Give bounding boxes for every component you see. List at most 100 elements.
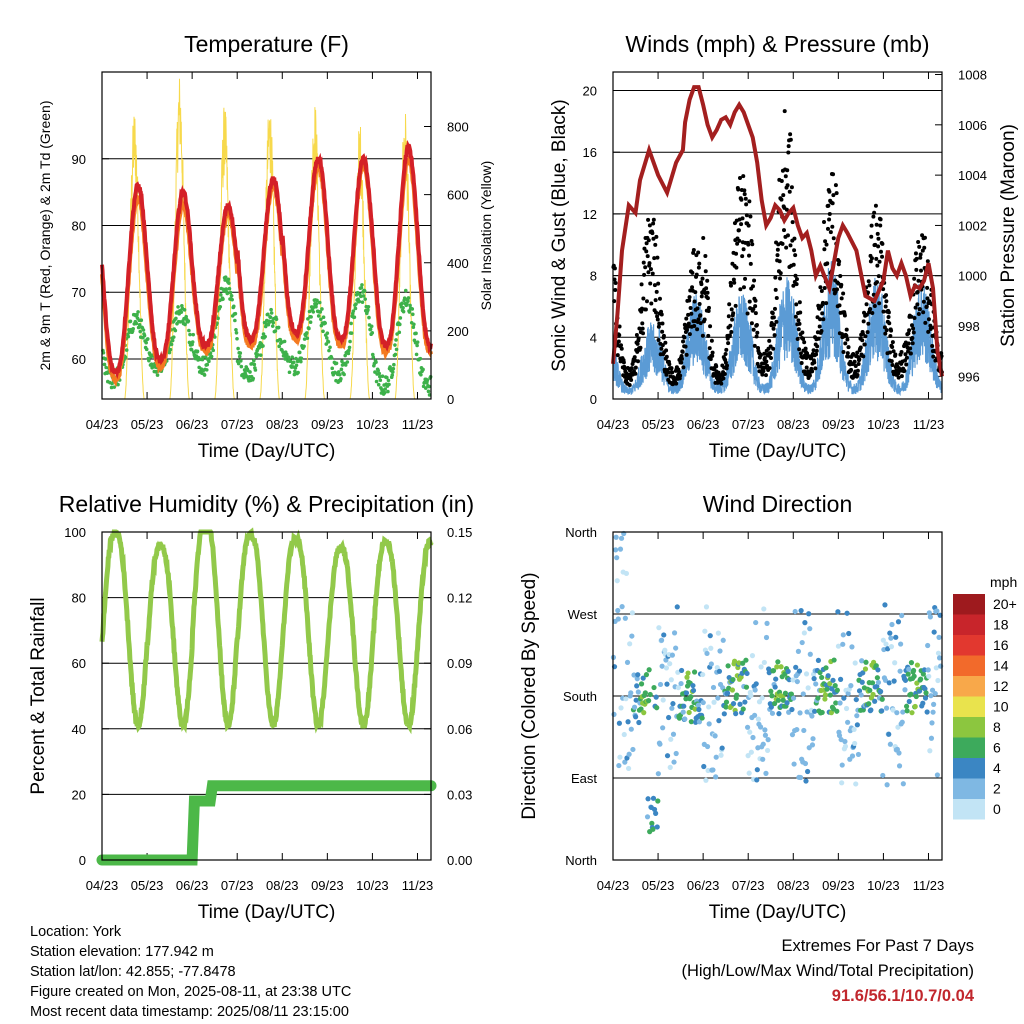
gust-point — [663, 340, 668, 345]
direction-point — [827, 692, 833, 698]
direction-point — [716, 717, 722, 724]
dewpoint-point — [202, 373, 207, 377]
gust-point — [773, 275, 778, 280]
direction-point — [839, 780, 845, 786]
direction-point — [645, 796, 651, 802]
dewpoint-point — [183, 322, 187, 327]
direction-point — [803, 671, 810, 677]
gust-point — [775, 247, 780, 252]
gust-point — [706, 308, 711, 313]
gust-point — [737, 238, 742, 243]
y-tick-label: North — [565, 853, 597, 868]
gust-point — [902, 368, 907, 373]
direction-point — [928, 735, 935, 741]
direction-point — [898, 641, 904, 647]
dewpoint-point — [253, 368, 258, 372]
direction-point — [862, 666, 869, 672]
temp-2m-series — [100, 139, 433, 380]
direction-point — [673, 750, 679, 757]
dewpoint-point — [252, 362, 257, 367]
gust-point — [746, 223, 751, 228]
direction-point — [931, 629, 937, 635]
direction-point — [743, 657, 749, 663]
gust-point — [820, 311, 825, 316]
direction-point — [638, 706, 644, 712]
gust-point — [724, 347, 729, 352]
gust-point — [926, 317, 931, 322]
y-tick-label: South — [563, 689, 597, 704]
dewpoint-point — [317, 300, 322, 305]
direction-point — [646, 667, 652, 673]
gust-point — [781, 193, 786, 198]
gust-point — [842, 313, 847, 318]
direction-point — [853, 781, 859, 787]
gust-point — [644, 241, 649, 246]
dewpoint-point — [248, 370, 252, 374]
x-tick-label: 11/23 — [913, 878, 945, 893]
gust-point — [762, 351, 767, 356]
gust-point — [617, 324, 622, 329]
direction-point — [633, 714, 639, 720]
gust-point — [744, 213, 749, 218]
dewpoint-point — [406, 296, 411, 300]
dewpoint-point — [382, 390, 387, 395]
direction-point — [936, 634, 942, 640]
dewpoint-point — [415, 343, 419, 348]
gust-point — [797, 321, 802, 326]
gust-point — [778, 271, 783, 276]
dewpoint-point — [290, 355, 294, 360]
direction-point — [817, 669, 823, 676]
direction-point — [922, 686, 928, 692]
gust-point — [922, 245, 927, 250]
dewpoint-point — [403, 288, 408, 293]
dewpoint-point — [299, 359, 303, 364]
gust-point — [782, 109, 787, 114]
gust-point — [767, 366, 772, 371]
direction-point — [683, 690, 690, 696]
gust-point — [878, 223, 883, 228]
dewpoint-point — [351, 309, 356, 313]
direction-point — [906, 666, 912, 672]
gust-point — [692, 299, 697, 304]
chart-title: Winds (mph) & Pressure (mb) — [625, 31, 929, 57]
dewpoint-point — [316, 314, 321, 318]
gust-point — [744, 202, 749, 207]
gust-point — [657, 321, 662, 326]
gust-point — [797, 347, 802, 352]
dewpoint-point — [223, 275, 228, 279]
dewpoint-point — [182, 308, 187, 312]
gust-point — [747, 299, 752, 304]
direction-point — [924, 709, 930, 715]
gust-point — [913, 251, 918, 256]
direction-point — [753, 619, 759, 626]
dewpoint-point — [345, 360, 350, 364]
dewpoint-point — [274, 317, 279, 322]
dewpoint-point — [257, 346, 261, 350]
gust-point — [913, 305, 918, 310]
direction-point — [835, 609, 841, 615]
station-latlon: Station lat/lon: 42.855; -77.8478 — [30, 964, 236, 980]
direction-point — [926, 610, 932, 616]
direction-point — [654, 705, 660, 711]
direction-point — [616, 720, 622, 726]
gust-point — [731, 311, 736, 316]
gust-point — [613, 287, 618, 292]
gust-point — [742, 192, 747, 197]
gust-point — [866, 321, 871, 326]
y-tick-label: 100 — [64, 525, 86, 540]
direction-point — [909, 710, 915, 716]
direction-point — [908, 691, 914, 697]
direction-point — [736, 660, 742, 666]
colorbar-tick-label: 14 — [993, 658, 1009, 674]
direction-point — [840, 632, 846, 638]
gust-point — [831, 172, 836, 177]
gust-point — [909, 323, 914, 328]
direction-point — [626, 751, 632, 757]
direction-point — [837, 676, 844, 682]
direction-point — [896, 763, 903, 769]
direction-point — [655, 798, 661, 804]
dewpoint-point — [207, 359, 211, 364]
gust-point — [899, 374, 904, 379]
gust-point — [764, 359, 769, 364]
gust-point — [802, 340, 807, 345]
